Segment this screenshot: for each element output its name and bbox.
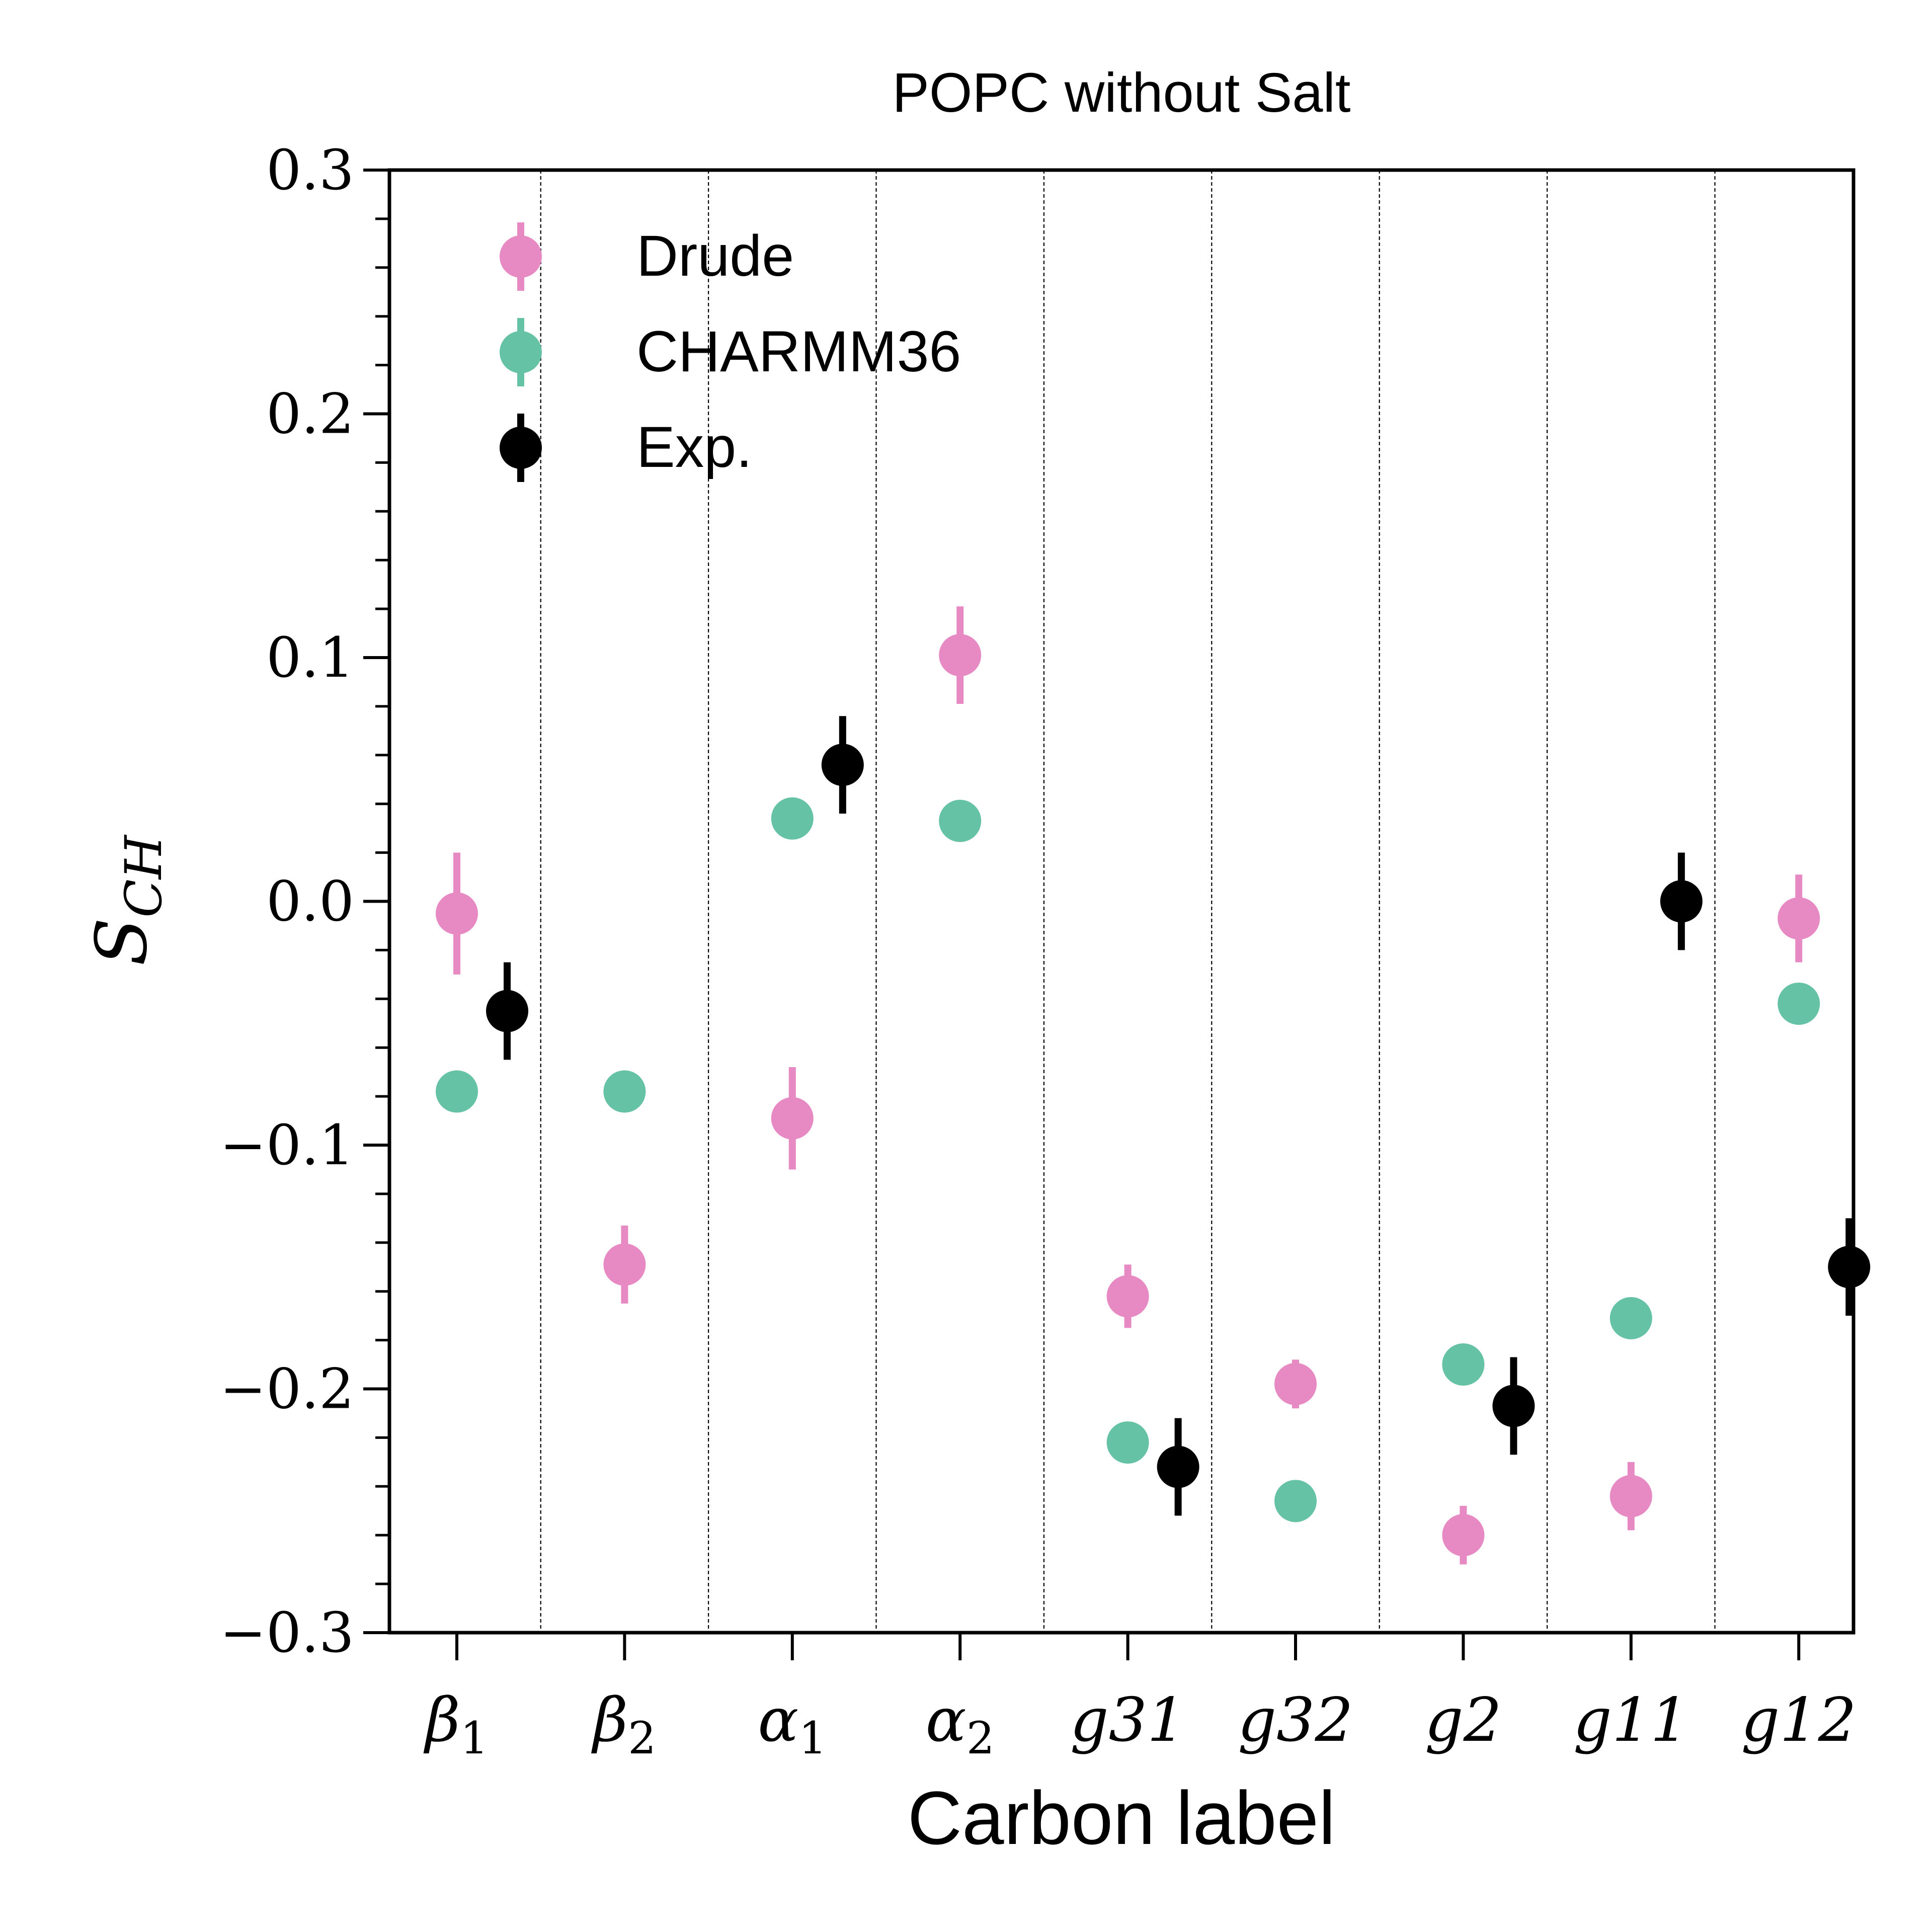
data-point — [1609, 1297, 1652, 1339]
x-tick-label: α1 — [758, 1685, 827, 1764]
x-axis-label: Carbon label — [908, 1776, 1336, 1860]
data-point — [1778, 897, 1820, 940]
x-tick-label: g12 — [1741, 1685, 1857, 1755]
data-point — [771, 797, 814, 840]
y-tick-label: −0.3 — [220, 1600, 354, 1665]
y-tick-label: 0.3 — [266, 138, 354, 202]
x-tick-label: β1 — [423, 1685, 488, 1764]
y-tick-label: 0.1 — [266, 625, 354, 690]
data-point — [1492, 1385, 1535, 1427]
y-tick-label: −0.2 — [220, 1357, 354, 1421]
data-point — [436, 892, 478, 935]
data-point — [1828, 1246, 1871, 1289]
data-point — [1442, 1343, 1485, 1386]
data-point — [1442, 1514, 1485, 1557]
chart-title: POPC without Salt — [893, 62, 1351, 124]
y-axis-label: SCH — [81, 834, 173, 965]
x-tick-label: g2 — [1425, 1685, 1502, 1755]
data-point — [486, 990, 529, 1032]
y-tick-label: 0.2 — [266, 382, 354, 446]
data-point — [1609, 1475, 1652, 1517]
data-point — [1274, 1362, 1317, 1405]
legend-label: Drude — [636, 224, 794, 288]
legend: Drude CHARMM36 Exp. — [500, 222, 961, 482]
data-point — [1157, 1445, 1199, 1488]
legend-label: Exp. — [636, 415, 752, 479]
data-point — [436, 1070, 478, 1113]
category-separators — [540, 170, 1716, 1633]
legend-marker — [500, 235, 542, 278]
x-tick-label: g31 — [1070, 1685, 1186, 1755]
x-tick-label: g32 — [1238, 1685, 1353, 1755]
data-point — [1660, 880, 1703, 923]
data-point — [603, 1070, 646, 1113]
y-tick-label: 0.0 — [266, 869, 354, 934]
y-axis: −0.3 −0.2 −0.1 0.0 0.1 0.2 0.3 — [220, 138, 389, 1665]
legend-marker — [500, 331, 542, 373]
x-tick-label: g11 — [1573, 1685, 1689, 1755]
x-tick-label: β2 — [591, 1685, 656, 1764]
data-point — [1274, 1480, 1317, 1522]
legend-marker — [500, 427, 542, 469]
x-tick-label: α2 — [926, 1685, 995, 1764]
y-axis-label-base: S — [81, 918, 163, 966]
data-point — [1778, 982, 1820, 1025]
data-point — [939, 799, 982, 842]
data-point — [821, 744, 864, 786]
data-point — [939, 634, 982, 677]
data-point — [1106, 1275, 1149, 1318]
x-axis: β1 β2 α1 α2 g31 g32 g2 g11 g12 — [423, 1633, 1857, 1764]
data-point — [771, 1097, 814, 1140]
legend-label: CHARMM36 — [636, 319, 961, 384]
data-point — [603, 1243, 646, 1286]
data-markers — [436, 634, 1871, 1557]
data-point — [1106, 1421, 1149, 1464]
y-axis-label-sub: CH — [114, 834, 173, 918]
y-tick-label: −0.1 — [220, 1113, 354, 1177]
